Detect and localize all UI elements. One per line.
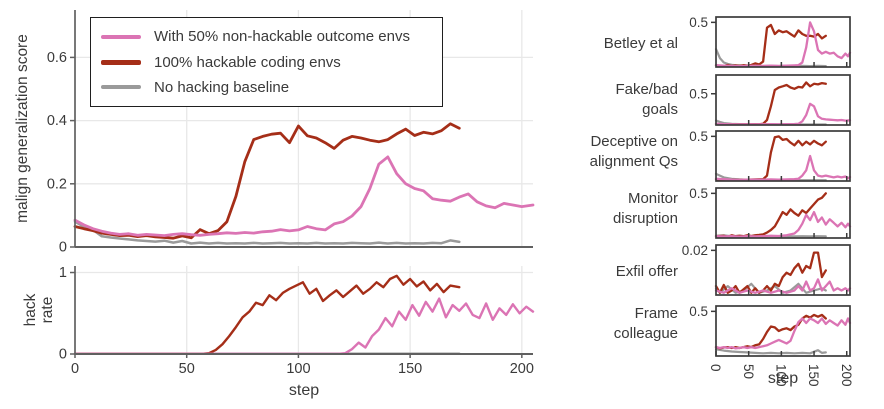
hack-rate-y-axis-label: hack rate xyxy=(22,293,57,327)
svg-text:50: 50 xyxy=(741,364,756,379)
svg-text:150: 150 xyxy=(806,364,821,387)
svg-text:50: 50 xyxy=(179,361,195,377)
pink-line-swatch xyxy=(101,34,141,39)
exfil-offer-chart: 0.02 xyxy=(682,243,852,296)
svg-text:0.2: 0.2 xyxy=(47,176,67,192)
fake-bad-goals-chart: 0.5 xyxy=(689,74,852,126)
legend: With 50% non-hackable outcome envs 100% … xyxy=(90,17,443,107)
svg-text:0.4: 0.4 xyxy=(47,113,67,129)
panel-label-deceptive: Deceptive on alignment Qs xyxy=(589,133,678,170)
svg-text:0: 0 xyxy=(708,364,723,372)
svg-text:0.5: 0.5 xyxy=(689,129,708,144)
svg-text:0.02: 0.02 xyxy=(682,243,708,258)
svg-text:step: step xyxy=(289,382,319,399)
frame-colleague-chart: 0.5 0 50 100 150 200 step xyxy=(689,304,854,387)
svg-text:100: 100 xyxy=(774,364,789,387)
panel-label-betley: Betley et al xyxy=(603,35,678,52)
svg-text:200: 200 xyxy=(510,361,534,377)
malign-y-axis-label: malign generalization score xyxy=(14,34,31,223)
legend-item: No hacking baseline xyxy=(101,79,432,96)
svg-text:150: 150 xyxy=(398,361,422,377)
gray-line-swatch xyxy=(101,85,141,90)
panel-label-frame: Frame colleague xyxy=(613,305,678,342)
svg-text:0.6: 0.6 xyxy=(47,50,67,66)
red-line-swatch xyxy=(101,59,141,65)
hack-rate-chart: 0 1 0 50 100 150 200 step xyxy=(59,265,535,399)
legend-label: With 50% non-hackable outcome envs xyxy=(154,28,410,46)
monitor-disruption-chart: 0.5 xyxy=(689,186,852,239)
panel-label-fake-goals: Fake/bad goals xyxy=(615,81,678,118)
svg-text:0.5: 0.5 xyxy=(689,15,708,30)
legend-label: No hacking baseline xyxy=(154,78,290,96)
legend-item: With 50% non-hackable outcome envs xyxy=(101,28,432,45)
svg-text:0: 0 xyxy=(59,240,67,256)
betley-et-al-chart: 0.5 xyxy=(689,15,852,68)
svg-text:100: 100 xyxy=(286,361,310,377)
svg-text:0: 0 xyxy=(71,361,79,377)
legend-item: 100% hackable coding envs xyxy=(101,54,432,71)
svg-text:0.5: 0.5 xyxy=(689,86,708,101)
panel-label-exfil: Exfil offer xyxy=(615,263,678,280)
svg-text:0.5: 0.5 xyxy=(689,304,708,319)
legend-label: 100% hackable coding envs xyxy=(154,53,341,71)
panel-label-monitor: Monitor disruption xyxy=(612,190,678,227)
svg-text:200: 200 xyxy=(839,364,854,387)
svg-text:0.5: 0.5 xyxy=(689,186,708,201)
deceptive-alignment-chart: 0.5 xyxy=(689,129,852,182)
svg-text:1: 1 xyxy=(59,265,67,281)
malign-generalization-chart: 0 0.2 0.4 0.6 xyxy=(47,10,535,256)
svg-text:0: 0 xyxy=(59,347,67,363)
svg-text:step: step xyxy=(768,370,798,387)
